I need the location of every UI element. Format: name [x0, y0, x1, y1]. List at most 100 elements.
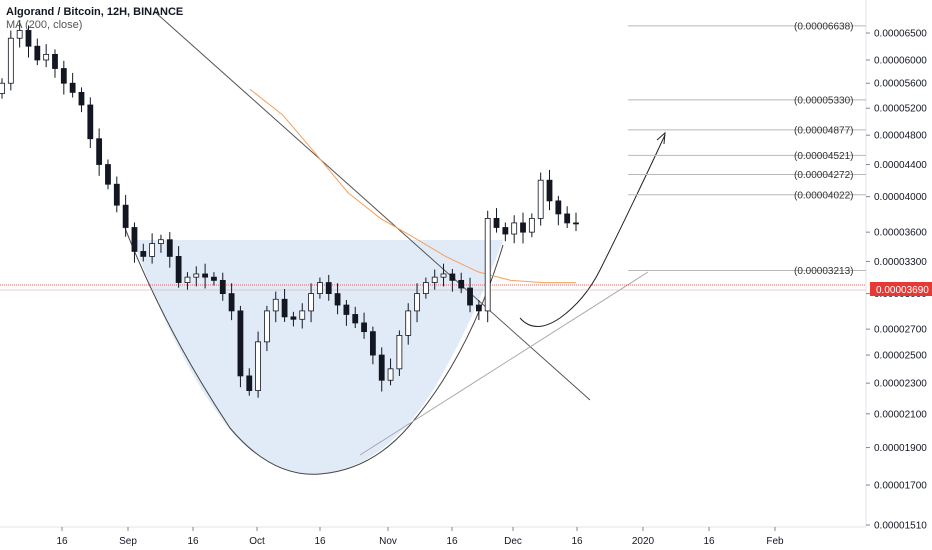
candle-body — [299, 310, 306, 320]
x-tick-label: Feb — [766, 536, 784, 547]
target-label: (0.00004272) — [794, 170, 854, 181]
candle-group — [0, 20, 579, 398]
y-tick-label: 0.00006000 — [874, 55, 927, 66]
candle-body — [405, 310, 412, 336]
candle-body — [396, 335, 403, 370]
current-price-label: 0.00003690 — [876, 285, 929, 296]
candle-body — [52, 54, 58, 69]
candle-body — [78, 91, 85, 106]
candle-body — [414, 293, 420, 312]
candle-body — [25, 30, 32, 47]
candle-body — [281, 298, 288, 318]
y-tick-label: 0.00004000 — [874, 192, 927, 203]
candle-body — [528, 217, 535, 233]
candle-body — [573, 222, 579, 225]
chart-legend: Algorand / Bitcoin, 12H, BINANCE MA (200… — [6, 6, 183, 32]
candle-body — [255, 341, 261, 391]
candle-body — [60, 68, 67, 84]
candle-body — [440, 273, 447, 278]
ascending-support-line — [359, 271, 649, 456]
price-axis: 0.00006500 0.00006000 0.00005600 0.00005200… — [866, 29, 927, 532]
candle-body — [431, 276, 438, 283]
candle-body — [131, 227, 138, 252]
candle-body — [511, 222, 518, 235]
candle-body — [493, 217, 500, 228]
candle-body — [564, 213, 571, 224]
candle-body — [361, 322, 367, 333]
candle-body — [422, 282, 429, 295]
cup-area — [133, 240, 503, 475]
candle-body — [502, 227, 509, 235]
candle-body — [378, 354, 385, 381]
candle-body — [0, 82, 5, 94]
candle-body — [537, 179, 544, 219]
target-label: (0.00004022) — [794, 190, 854, 201]
candle-body — [467, 287, 473, 306]
candle-body — [158, 239, 164, 244]
ma-200-line — [249, 88, 576, 284]
y-tick-label: 0.00005200 — [874, 104, 927, 115]
projection-arrowhead — [656, 131, 666, 145]
y-tick-label: 0.00004400 — [874, 160, 927, 171]
candle-body — [16, 30, 23, 39]
candle-body — [237, 310, 244, 377]
candle-body — [555, 200, 562, 215]
candle-body — [325, 282, 332, 295]
y-tick-label: 0.00003300 — [874, 257, 927, 268]
y-tick-label: 0.00003600 — [874, 228, 927, 239]
descending-trendline — [154, 11, 591, 401]
x-tick-label: Nov — [379, 536, 397, 547]
target-label: (0.00004877) — [794, 125, 854, 136]
candle-body — [334, 293, 341, 306]
candle-body — [211, 276, 217, 281]
candle-body — [228, 293, 235, 312]
y-tick-label: 0.00001900 — [874, 443, 927, 454]
candle-body — [308, 293, 314, 312]
candle-body — [175, 256, 182, 283]
x-tick-label: 16 — [703, 536, 715, 547]
candle-body — [449, 273, 456, 281]
x-tick-label: Dec — [504, 536, 522, 547]
candle-body — [105, 164, 111, 185]
x-tick-label: 16 — [56, 536, 68, 547]
symbol-title: Algorand / Bitcoin, 12H, BINANCE — [6, 6, 184, 18]
target-label: (0.00004521) — [794, 151, 854, 162]
target-label: (0.00003213) — [794, 266, 854, 277]
candle-body — [290, 316, 297, 320]
candle-body — [43, 54, 50, 61]
candle-body — [520, 222, 526, 233]
x-tick-label: 2020 — [632, 536, 655, 547]
candle-body — [166, 239, 173, 257]
cup-curve — [124, 227, 504, 475]
candle-body — [7, 37, 14, 84]
candle-body — [140, 251, 147, 257]
target-label: (0.00006638) — [794, 21, 854, 32]
ma-legend: MA (200, close) — [6, 19, 83, 31]
y-tick-label: 0.00002100 — [874, 409, 927, 420]
target-label: (0.00005330) — [794, 95, 854, 106]
candle-body — [113, 183, 120, 206]
candle-body — [34, 45, 41, 61]
candle-body — [184, 276, 191, 283]
candle-body — [122, 204, 129, 228]
y-tick-label: 0.00004800 — [874, 131, 927, 142]
candle-body — [96, 138, 103, 165]
candle-body — [387, 368, 394, 381]
candle-body — [219, 279, 226, 295]
candle-body — [202, 273, 209, 278]
y-tick-label: 0.00006500 — [874, 29, 927, 40]
candle-body — [87, 104, 94, 140]
candle-body — [317, 282, 323, 295]
candle-body — [484, 217, 491, 312]
candle-body — [352, 314, 359, 324]
handle-curve — [519, 134, 666, 327]
candle-body — [69, 82, 76, 93]
y-tick-label: 0.00001700 — [874, 481, 927, 492]
candle-body — [246, 375, 253, 391]
candle-body — [369, 331, 376, 356]
y-tick-label: 0.00002700 — [874, 325, 927, 336]
candle-body — [458, 279, 465, 289]
candle-body — [193, 273, 200, 278]
candle-body — [272, 298, 279, 312]
